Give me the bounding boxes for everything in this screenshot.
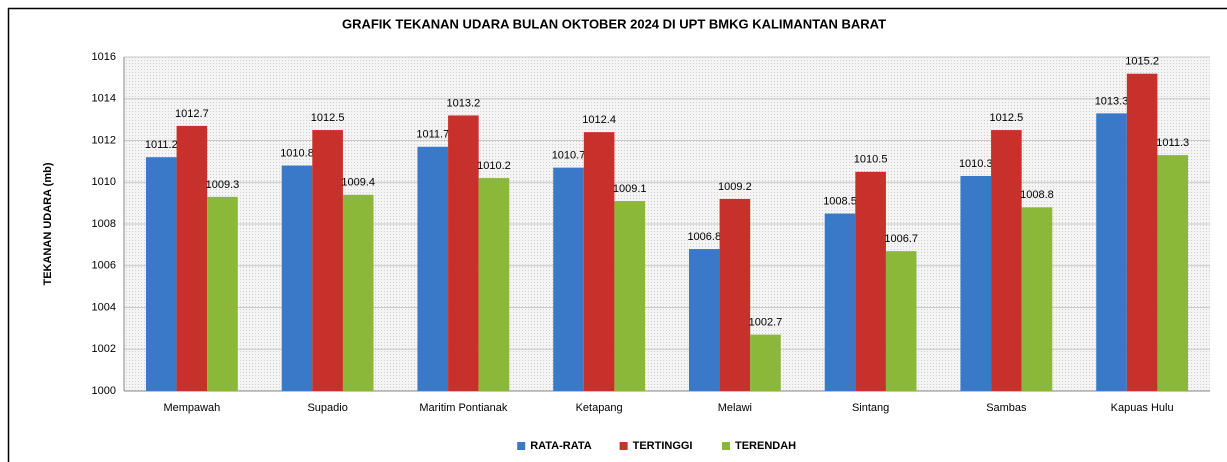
bar — [614, 201, 646, 391]
y-tick-label: 1008 — [92, 218, 116, 230]
value-label: 1010.2 — [477, 160, 511, 172]
bar — [824, 213, 856, 391]
value-label: 1012.7 — [175, 108, 209, 120]
value-label: 1010.5 — [854, 154, 888, 166]
y-tick-label: 1016 — [92, 51, 116, 63]
bar — [417, 146, 449, 391]
value-label: 1010.8 — [280, 147, 314, 159]
value-label: 1011.7 — [416, 129, 449, 141]
value-label: 1012.5 — [990, 112, 1024, 124]
bar — [176, 125, 208, 391]
value-label: 1013.3 — [1095, 95, 1129, 107]
bar — [688, 249, 720, 391]
value-label: 1002.7 — [749, 317, 783, 329]
x-tick-label: Sintang — [852, 402, 889, 414]
x-tick-label: Supadio — [307, 402, 347, 414]
y-tick-label: 1012 — [92, 134, 116, 146]
y-axis-title: TEKANAN UDARA (mb) — [42, 162, 54, 285]
bar — [478, 178, 510, 391]
value-label: 1011.3 — [1156, 137, 1189, 149]
bar — [719, 198, 751, 391]
legend-swatch — [722, 442, 730, 450]
value-label: 1009.1 — [613, 183, 647, 195]
x-tick-label: Kapuas Hulu — [1111, 402, 1174, 414]
bar — [448, 115, 479, 391]
value-label: 1006.7 — [884, 233, 918, 245]
bar — [1126, 73, 1158, 391]
y-tick-label: 1002 — [92, 343, 116, 355]
bar — [1021, 207, 1053, 391]
value-label: 1006.8 — [687, 231, 721, 243]
bar — [281, 165, 313, 391]
bar — [145, 157, 177, 391]
bar — [583, 132, 615, 391]
value-label: 1013.2 — [447, 97, 481, 109]
bar — [207, 196, 238, 391]
y-tick-label: 1014 — [92, 93, 116, 105]
value-label: 1009.3 — [206, 179, 240, 191]
bar — [1096, 113, 1127, 392]
value-label: 1012.5 — [311, 112, 345, 124]
bar — [960, 175, 992, 391]
value-label: 1010.7 — [552, 150, 586, 162]
value-label: 1008.8 — [1020, 189, 1054, 201]
bar — [342, 194, 374, 391]
x-tick-label: Mempawah — [163, 402, 220, 414]
x-tick-label: Sambas — [986, 402, 1027, 414]
legend-swatch — [517, 442, 526, 450]
value-label: 1009.2 — [718, 181, 752, 193]
value-label: 1012.4 — [582, 114, 616, 126]
legend-label: RATA-RATA — [530, 440, 592, 452]
y-tick-label: 1010 — [92, 176, 116, 188]
value-label: 1008.5 — [823, 195, 857, 207]
value-label: 1010.3 — [959, 158, 993, 170]
value-label: 1011.2 — [145, 139, 178, 151]
x-tick-label: Ketapang — [576, 402, 623, 414]
value-label: 1015.2 — [1125, 56, 1159, 68]
x-tick-label: Maritim Pontianak — [419, 402, 508, 414]
legend-label: TERENDAH — [735, 440, 796, 452]
bar — [855, 171, 886, 391]
y-tick-label: 1004 — [92, 301, 116, 313]
bar — [991, 130, 1022, 391]
bar — [312, 130, 343, 391]
x-tick-label: Melawi — [718, 402, 752, 414]
legend-swatch — [619, 442, 628, 450]
bar — [1157, 155, 1189, 391]
legend-label: TERTINGGI — [633, 440, 693, 452]
y-tick-label: 1006 — [92, 260, 116, 272]
chart-title: GRAFIK TEKANAN UDARA BULAN OKTOBER 2024 … — [342, 16, 886, 31]
bar — [885, 251, 917, 391]
value-label: 1009.4 — [341, 177, 375, 189]
bar — [553, 167, 584, 391]
y-tick-label: 1000 — [92, 385, 116, 397]
bar — [750, 334, 781, 391]
